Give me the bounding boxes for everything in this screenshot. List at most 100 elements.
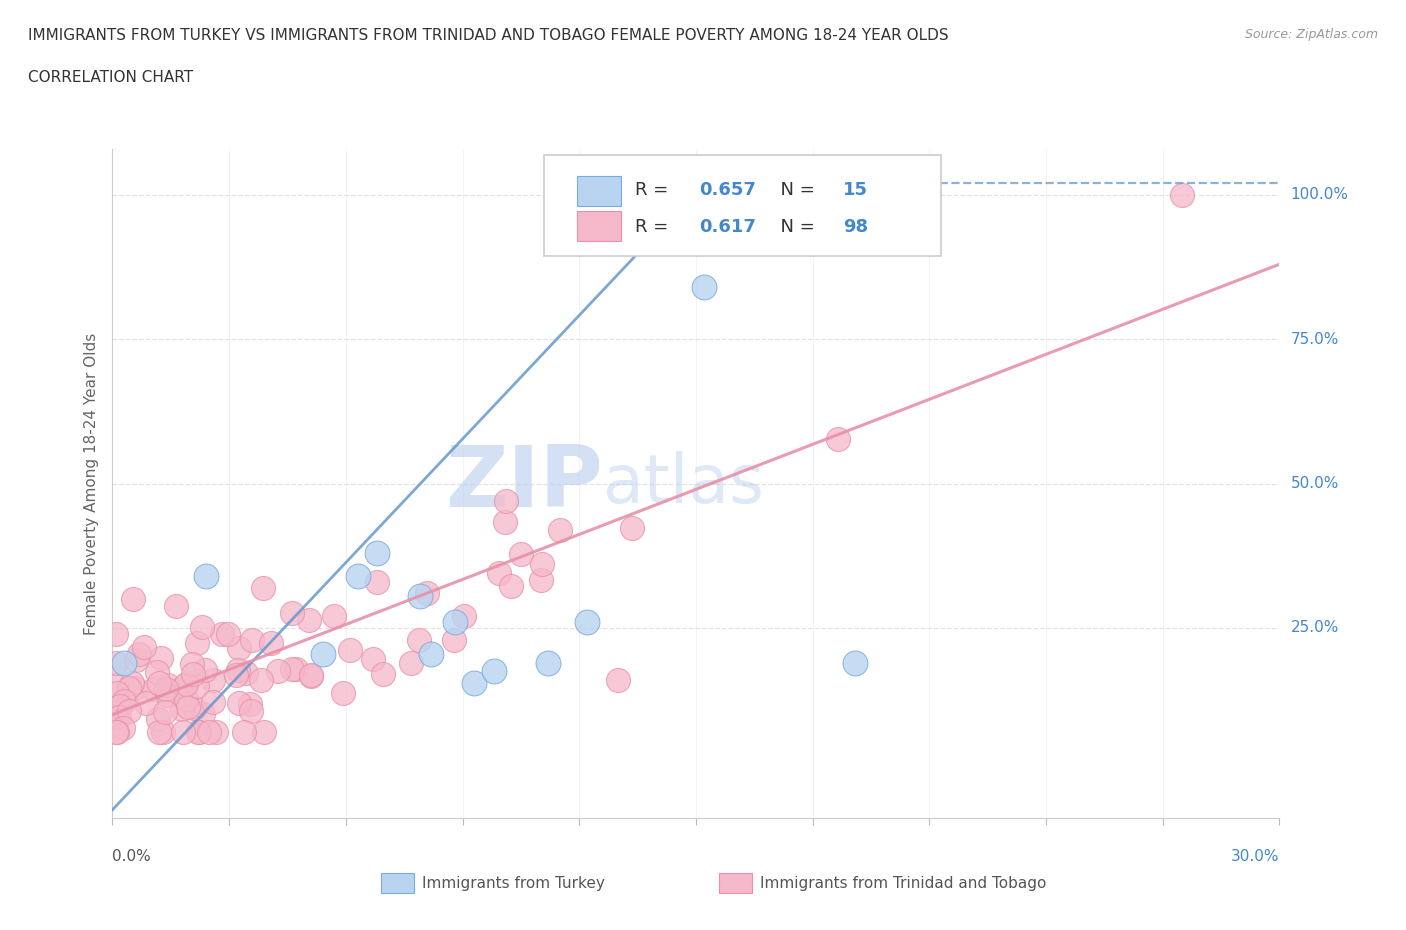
Point — [105, 656, 128, 671]
Point — [576, 615, 599, 630]
Point — [252, 580, 274, 595]
Text: IMMIGRANTS FROM TURKEY VS IMMIGRANTS FROM TRINIDAD AND TOBAGO FEMALE POVERTY AMO: IMMIGRANTS FROM TURKEY VS IMMIGRANTS FRO… — [28, 28, 949, 43]
Point — [530, 572, 553, 587]
Text: 0.617: 0.617 — [699, 219, 756, 236]
Point — [399, 655, 422, 670]
Point — [194, 568, 217, 583]
Text: Source: ZipAtlas.com: Source: ZipAtlas.com — [1244, 28, 1378, 41]
Point — [453, 609, 475, 624]
Text: 15: 15 — [844, 181, 868, 199]
Point — [531, 556, 554, 571]
Point — [181, 657, 204, 671]
Point — [205, 724, 228, 739]
Point — [172, 701, 194, 716]
Text: atlas: atlas — [603, 451, 763, 516]
Point — [284, 662, 307, 677]
FancyBboxPatch shape — [544, 155, 941, 256]
Text: N =: N = — [769, 181, 821, 199]
Text: CORRELATION CHART: CORRELATION CHART — [28, 70, 193, 85]
Point — [118, 704, 141, 719]
Point — [211, 627, 233, 642]
FancyBboxPatch shape — [381, 873, 413, 894]
Point — [201, 673, 224, 688]
Point — [482, 664, 505, 679]
Point — [172, 724, 194, 739]
Point — [443, 632, 465, 647]
Point — [548, 523, 571, 538]
Point — [409, 589, 432, 604]
Point — [361, 652, 384, 667]
FancyBboxPatch shape — [576, 176, 621, 206]
Point — [311, 646, 333, 661]
Point — [111, 721, 134, 736]
Point — [281, 605, 304, 620]
Point — [155, 687, 177, 702]
Point — [332, 685, 354, 700]
FancyBboxPatch shape — [576, 211, 621, 241]
Point — [537, 655, 560, 670]
Point — [190, 620, 212, 635]
Point — [108, 698, 131, 713]
Point — [408, 632, 430, 647]
Text: 0.657: 0.657 — [699, 181, 756, 199]
Point — [827, 432, 849, 446]
Point — [118, 681, 141, 696]
Point — [121, 591, 143, 606]
Text: 75.0%: 75.0% — [1291, 332, 1339, 347]
Point — [443, 615, 465, 630]
Point — [253, 724, 276, 739]
Point — [266, 663, 288, 678]
Y-axis label: Female Poverty Among 18-24 Year Olds: Female Poverty Among 18-24 Year Olds — [83, 333, 98, 635]
Point — [176, 691, 198, 706]
Point — [124, 681, 146, 696]
Text: R =: R = — [636, 219, 675, 236]
Point — [153, 704, 176, 719]
Point — [125, 653, 148, 668]
Point — [228, 641, 250, 656]
Point — [693, 280, 716, 295]
Text: 98: 98 — [844, 219, 868, 236]
Point — [174, 677, 197, 692]
Point — [202, 695, 225, 710]
Point — [225, 667, 247, 682]
Point — [150, 651, 173, 666]
Point — [240, 632, 263, 647]
Text: ZIP: ZIP — [444, 442, 603, 525]
Point — [191, 707, 214, 722]
Point — [239, 697, 262, 711]
Point — [501, 579, 523, 594]
Point — [148, 675, 170, 690]
Point — [135, 696, 157, 711]
Point — [105, 700, 128, 715]
Point — [239, 704, 262, 719]
Point — [844, 655, 866, 670]
Point — [346, 568, 368, 583]
Point — [148, 724, 170, 739]
Point — [105, 724, 128, 739]
Point — [298, 612, 321, 627]
Point — [463, 675, 485, 690]
Point — [301, 669, 323, 684]
Text: Immigrants from Trinidad and Tobago: Immigrants from Trinidad and Tobago — [761, 876, 1046, 891]
Point — [112, 655, 135, 670]
Point — [299, 668, 322, 683]
Point — [121, 675, 143, 690]
Point — [145, 665, 167, 680]
Point — [152, 724, 174, 739]
Text: 25.0%: 25.0% — [1291, 620, 1339, 635]
Point — [366, 575, 388, 590]
Point — [194, 663, 217, 678]
Text: 30.0%: 30.0% — [1232, 849, 1279, 864]
Point — [143, 682, 166, 697]
Point — [260, 635, 283, 650]
Point — [146, 712, 169, 727]
Point — [323, 608, 346, 623]
Point — [495, 494, 517, 509]
Point — [176, 700, 198, 715]
Point — [114, 694, 136, 709]
Point — [186, 636, 208, 651]
Text: 100.0%: 100.0% — [1291, 188, 1348, 203]
Point — [488, 565, 510, 580]
Point — [105, 724, 128, 739]
Point — [186, 679, 208, 694]
